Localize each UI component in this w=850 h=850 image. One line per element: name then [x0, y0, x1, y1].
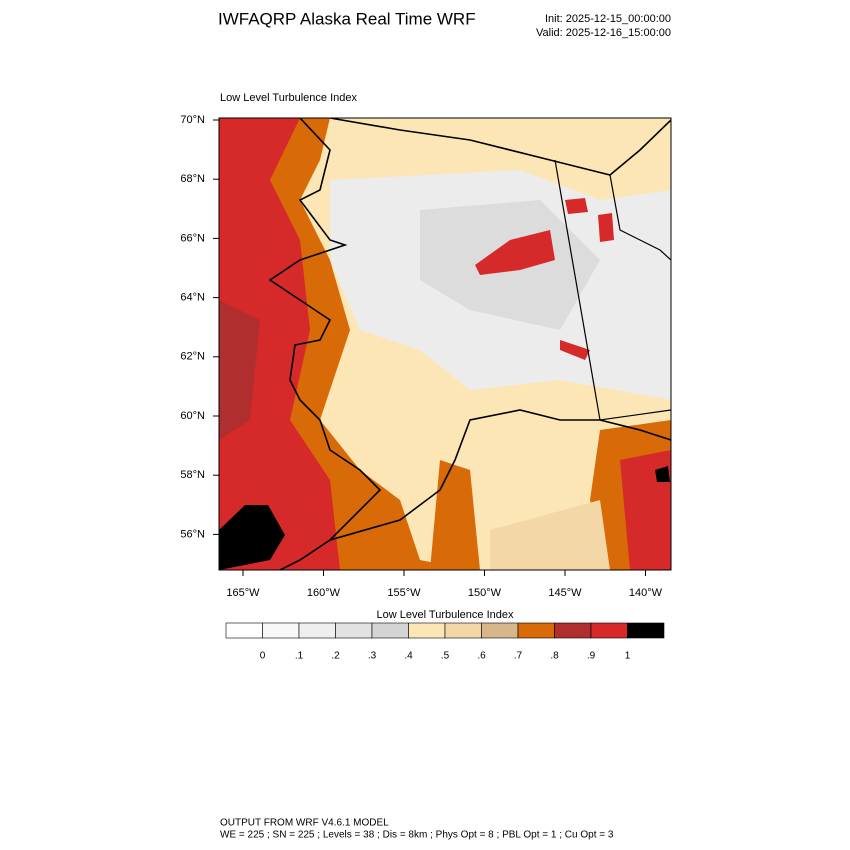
lon-label: 145°W — [548, 587, 582, 599]
colorbar-box — [590, 622, 628, 639]
init-time: Init: 2025-12-15_00:00:00 — [545, 13, 671, 25]
lon-label: 140°W — [629, 587, 663, 599]
colorbar-label: .1 — [295, 651, 304, 662]
colorbar-box — [335, 622, 373, 639]
colorbar-label: .8 — [550, 651, 559, 662]
footer-line: WE = 225 ; SN = 225 ; Levels = 38 ; Dis … — [220, 830, 614, 841]
colorbar-label: .5 — [441, 651, 450, 662]
colorbar-label: .6 — [477, 651, 486, 662]
lat-label: 58°N — [180, 469, 205, 481]
valid-time: Valid: 2025-12-16_15:00:00 — [536, 27, 671, 39]
colorbar-box — [371, 622, 409, 639]
lat-label: 70°N — [180, 114, 205, 126]
footer-line: OUTPUT FROM WRF V4.6.1 MODEL — [220, 818, 389, 829]
lat-label: 68°N — [180, 173, 205, 185]
colorbar-box — [444, 622, 482, 639]
colorbar-box — [481, 622, 519, 639]
colorbar-box — [408, 622, 446, 639]
map-title: Low Level Turbulence Index — [220, 92, 357, 104]
colorbar-box — [554, 622, 592, 639]
lon-label: 165°W — [226, 587, 260, 599]
colorbar-box — [517, 622, 555, 639]
lon-label: 150°W — [468, 587, 502, 599]
map-field — [219, 118, 671, 570]
colorbar-label: .3 — [368, 651, 377, 662]
colorbar-box — [262, 622, 300, 639]
lon-label: 160°W — [307, 587, 341, 599]
colorbar-label: .9 — [587, 651, 596, 662]
colorbar-label: 1 — [625, 651, 631, 662]
colorbar-box — [298, 622, 336, 639]
title: IWFAQRP Alaska Real Time WRF — [218, 9, 476, 28]
colorbar-box — [225, 622, 263, 639]
lon-label: 155°W — [387, 587, 421, 599]
colorbar-label: 0 — [260, 651, 266, 662]
colorbar-title: Low Level Turbulence Index — [377, 609, 514, 621]
lat-label: 60°N — [180, 410, 205, 422]
colorbar-label: .4 — [404, 651, 413, 662]
map-frame — [218, 117, 672, 571]
lat-label: 64°N — [180, 292, 205, 304]
colorbar-label: .7 — [514, 651, 523, 662]
colorbar-box — [627, 622, 665, 639]
lat-label: 56°N — [180, 528, 205, 540]
colorbar-label: .2 — [331, 651, 340, 662]
lat-label: 66°N — [180, 232, 205, 244]
lat-label: 62°N — [180, 351, 205, 363]
